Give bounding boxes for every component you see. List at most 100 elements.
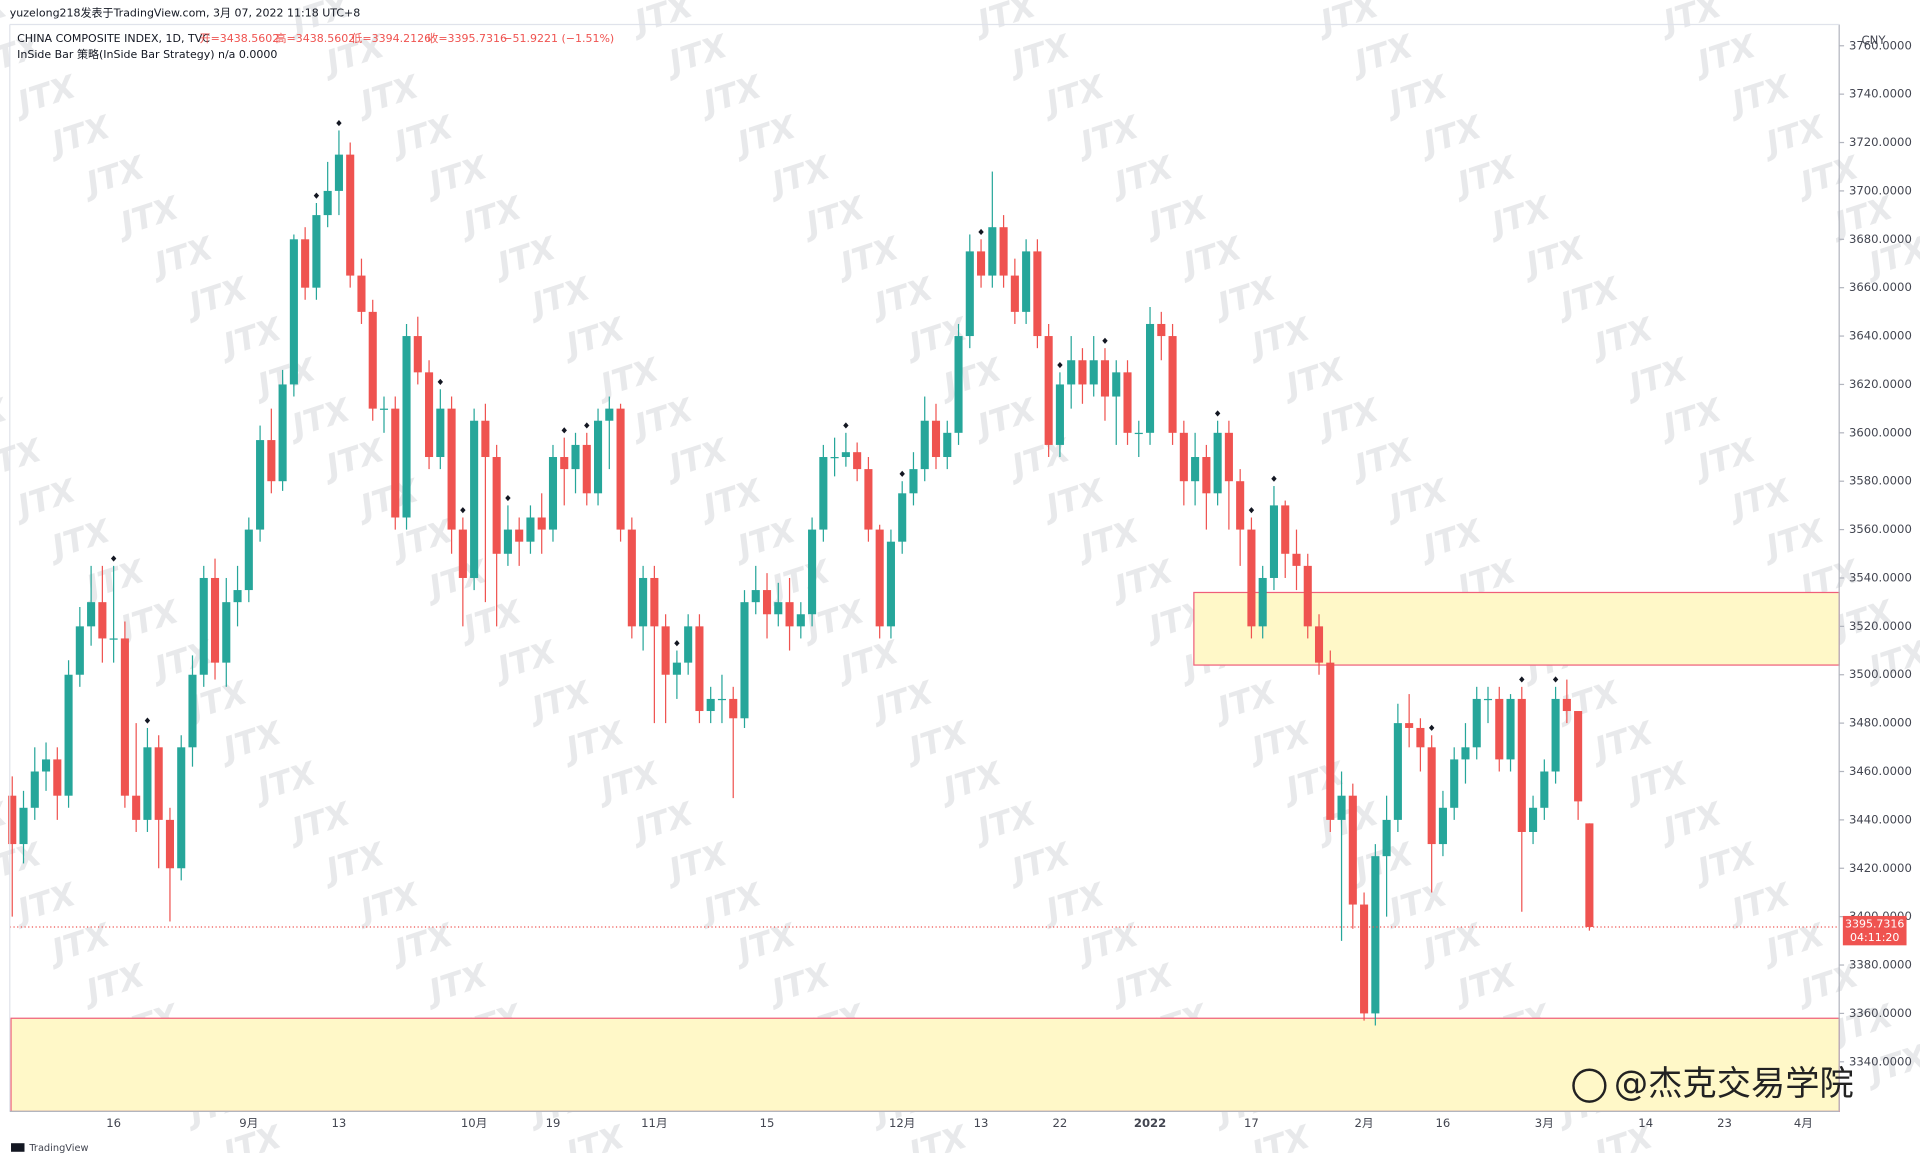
watermark: JTX: [1756, 915, 1830, 971]
inside-bar-marker: [561, 427, 567, 434]
inside-bar-marker: [978, 228, 984, 236]
candle-body: [1168, 336, 1177, 433]
candle-body: [639, 577, 648, 627]
watermark: JTX: [1105, 148, 1179, 204]
y-tick-label: 3480.0000: [1849, 716, 1912, 730]
candle-body: [233, 590, 242, 603]
watermark: JTX: [1345, 430, 1419, 486]
watermark: JTX: [1345, 27, 1419, 83]
candle-body: [853, 452, 862, 470]
candle-body: [492, 457, 501, 554]
candle-body: [1506, 698, 1515, 760]
watermark: JTX: [453, 188, 527, 244]
watermark: JTX: [213, 309, 287, 365]
inside-bar-marker: [313, 192, 320, 199]
watermark: JTX: [830, 228, 904, 284]
candle-body: [357, 275, 366, 312]
candle-body: [436, 408, 445, 458]
candle-body: [210, 577, 220, 663]
y-tick-label: 3660.0000: [1849, 280, 1912, 294]
candle-body: [278, 384, 287, 482]
y-tick-label: 3740.0000: [1849, 87, 1912, 101]
credit: @杰克交易学院: [1614, 1064, 1854, 1104]
price-tag-countdown: 04:11:20: [1850, 931, 1899, 944]
watermark: JTX: [967, 390, 1041, 446]
x-tick-label: 12月: [889, 1116, 915, 1130]
y-tick-label: 3620.0000: [1849, 377, 1912, 391]
watermark: JTX: [419, 148, 493, 204]
candle-body: [458, 529, 467, 578]
watermark: JTX: [1036, 471, 1110, 527]
watermark: JTX: [1413, 511, 1487, 567]
y-tick-label: 3340.0000: [1849, 1054, 1912, 1068]
candle-body: [132, 795, 141, 820]
watermark: JTX: [316, 834, 390, 890]
y-tick-label: 3360.0000: [1849, 1006, 1912, 1020]
candle-body: [98, 602, 107, 639]
candle-body: [481, 420, 490, 458]
watermark: JTX: [1619, 754, 1693, 810]
inside-bar-marker: [1214, 410, 1221, 417]
credit-icon: [1572, 1068, 1607, 1103]
watermark: JTX: [1722, 471, 1796, 527]
candle-body: [143, 747, 152, 820]
candle-body: [1495, 698, 1504, 760]
watermark: JTX: [1722, 875, 1796, 931]
watermark: JTX: [1653, 390, 1727, 446]
inside-bar-marker: [144, 717, 151, 724]
candle-body: [808, 529, 817, 615]
watermark: JTX: [179, 269, 253, 325]
watermark: JTX: [350, 471, 424, 527]
watermark: JTX: [1550, 269, 1624, 325]
inside-bar-marker: [1519, 676, 1525, 683]
candle-body: [1326, 662, 1335, 820]
watermark: JTX: [727, 107, 801, 163]
candle-body: [413, 336, 422, 373]
candle-body: [1292, 553, 1301, 566]
x-tick-label: 16: [1436, 1116, 1451, 1130]
watermark: JTX: [419, 956, 493, 1012]
candle-body: [1157, 323, 1166, 337]
watermark: JTX: [1756, 511, 1830, 567]
ohlc-close: 收=3395.7316: [427, 31, 507, 45]
candle-body: [762, 590, 772, 615]
watermark: JTX: [625, 0, 699, 42]
watermark: JTX: [1310, 794, 1384, 850]
x-tick-label: 2月: [1355, 1116, 1374, 1130]
candle-body: [1551, 698, 1560, 772]
watermark: JTX: [933, 350, 1007, 406]
candle-body: [819, 457, 828, 530]
symbol: CHINA COMPOSITE INDEX, 1D, TVC: [17, 32, 210, 45]
watermark: JTX: [453, 592, 527, 648]
watermark: JTX: [830, 632, 904, 688]
watermark: JTX: [762, 552, 836, 608]
candle-body: [1574, 711, 1583, 802]
plot: [8, 120, 1840, 1112]
x-tick-label: 3月: [1535, 1116, 1554, 1130]
candle-body: [1585, 823, 1594, 927]
candle-body: [188, 674, 197, 748]
candle-body: [120, 638, 129, 796]
watermark: JTX: [1653, 794, 1727, 850]
brand: TradingView: [28, 1143, 88, 1153]
candle-body: [1269, 505, 1278, 578]
candle-body: [1236, 481, 1245, 530]
strategy-label: InSide Bar 策略(InSide Bar Strategy) n/a 0…: [17, 47, 277, 61]
candle-body: [594, 420, 603, 494]
watermark: JTX: [1105, 552, 1179, 608]
candle-body: [1303, 565, 1312, 627]
candle-body: [1517, 698, 1526, 832]
candle-body: [53, 759, 62, 796]
y-tick-label: 3520.0000: [1849, 619, 1912, 633]
candle-body: [627, 529, 636, 627]
watermark: JTX: [1242, 713, 1316, 769]
watermark: JTX: [7, 875, 81, 931]
inside-bar-marker: [1102, 337, 1108, 344]
watermark: JTX: [762, 148, 836, 204]
y-tick-label: 3680.0000: [1849, 232, 1912, 246]
watermark: JTX: [42, 915, 116, 971]
candle-body: [988, 227, 997, 276]
x-tick-label: 19: [546, 1116, 561, 1130]
watermark: JTX: [1447, 956, 1521, 1012]
watermark: JTX: [1173, 228, 1247, 284]
